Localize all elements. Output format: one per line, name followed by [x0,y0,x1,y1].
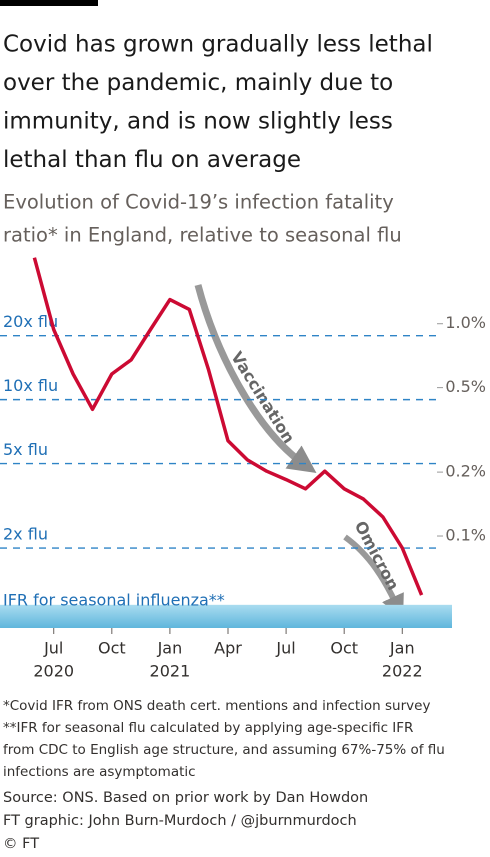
flu-line-label: 20x flu [3,312,58,331]
x-tick-label: Oct [330,639,358,658]
x-tick-label: Jul [43,639,63,658]
y-tick-label: 0.2% [445,462,486,481]
chart-title: over the pandemic, mainly due to [3,70,393,96]
x-tick-label: Jan [389,639,415,658]
x-tick-label: Jul [275,639,295,658]
flu-line-label: 2x flu [3,525,48,544]
flu-line-label: 10x flu [3,376,58,395]
flu-band-label: IFR for seasonal influenza** [3,590,225,609]
chart-title: lethal than flu on average [3,147,301,173]
flu-line-label: 5x flu [3,440,48,459]
y-tick-label: 1.0% [445,313,486,332]
data-line [32,257,424,596]
x-year-label: 2022 [382,662,423,681]
x-year-label: 2020 [33,662,74,681]
x-tick-label: Apr [214,639,242,658]
footnote: *Covid IFR from ONS death cert. mentions… [3,698,430,714]
x-tick-label: Oct [98,639,126,658]
x-tick-label: Jan [157,639,183,658]
x-year-label: 2021 [150,662,191,681]
source: FT graphic: John Burn-Murdoch / @jburnmu… [3,813,357,829]
chart-title: Covid has grown gradually less lethal [3,32,433,58]
chart-subtitle: ratio* in England, relative to seasonal … [3,224,402,247]
chart-title: immunity, and is now slightly less [3,109,393,135]
footnote: infections are asymptomatic [3,764,196,780]
footnote: from CDC to English age structure, and a… [3,742,445,758]
flu-band [0,604,452,628]
y-tick-label: 0.1% [445,526,486,545]
footnote: **IFR for seasonal flu calculated by app… [3,720,413,736]
annotation: Vaccination [227,348,298,447]
vaccination-arrow [194,284,317,474]
source: © FT [3,836,39,852]
y-tick-label: 0.5% [445,377,486,396]
source: Source: ONS. Based on prior work by Dan … [3,790,368,806]
brand-bar [0,0,98,6]
annotation: Omicron [351,518,403,594]
omicron-arrow [343,534,404,619]
chart-subtitle: Evolution of Covid-19’s infection fatali… [3,191,394,214]
